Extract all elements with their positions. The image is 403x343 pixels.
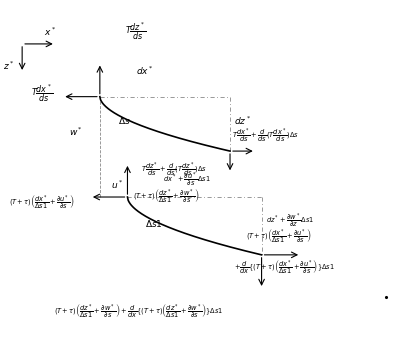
Text: $(T+\tau)\left(\dfrac{dx^*}{\Delta s1}+\dfrac{\partial u^*}{\partial s}\right)$: $(T+\tau)\left(\dfrac{dx^*}{\Delta s1}+\… xyxy=(9,194,75,212)
Text: $T\dfrac{dx^*}{ds}+\dfrac{d}{ds}(T\dfrac{dx^*}{ds})\Delta s$: $T\dfrac{dx^*}{ds}+\dfrac{d}{ds}(T\dfrac… xyxy=(232,127,299,145)
Text: $dx^*$: $dx^*$ xyxy=(136,64,154,77)
Text: $(T+\tau)\left(\dfrac{dx^*}{\Delta s1}+\dfrac{\partial u^*}{\partial s}\right)$: $(T+\tau)\left(\dfrac{dx^*}{\Delta s1}+\… xyxy=(246,228,312,246)
Text: $x^*$: $x^*$ xyxy=(44,25,56,38)
Text: $(T+\tau)\left(\dfrac{dz^*}{\Delta s1}+\dfrac{\partial w^*}{\partial s}\right)$: $(T+\tau)\left(\dfrac{dz^*}{\Delta s1}+\… xyxy=(133,188,199,206)
Text: $dz^*+\dfrac{\partial w^*}{\partial z}\Delta s1$: $dz^*+\dfrac{\partial w^*}{\partial z}\D… xyxy=(266,212,314,230)
Text: $w^*$: $w^*$ xyxy=(69,126,83,138)
Text: $T\dfrac{dx^*}{ds}$: $T\dfrac{dx^*}{ds}$ xyxy=(31,82,53,104)
Text: $u^*$: $u^*$ xyxy=(111,178,124,191)
Text: $T\dfrac{dz^*}{ds}$: $T\dfrac{dz^*}{ds}$ xyxy=(125,20,147,42)
Text: $dz^*$: $dz^*$ xyxy=(234,114,251,127)
Text: $dx^*+\dfrac{\partial u^*}{\partial s}\Delta s1$: $dx^*+\dfrac{\partial u^*}{\partial s}\D… xyxy=(163,171,210,189)
Text: $(T+\tau)\left(\dfrac{dz^*}{\Delta s1}+\dfrac{\partial w^*}{\partial s}\right)+\: $(T+\tau)\left(\dfrac{dz^*}{\Delta s1}+\… xyxy=(54,303,224,321)
Text: $\Delta s1$: $\Delta s1$ xyxy=(145,218,163,229)
Text: $\Delta s$: $\Delta s$ xyxy=(118,115,130,126)
Text: $+\dfrac{d}{dx}\{(T+\tau)\left(\dfrac{dx^*}{\Delta s1}+\dfrac{\partial u^*}{\par: $+\dfrac{d}{dx}\{(T+\tau)\left(\dfrac{dx… xyxy=(234,258,335,277)
Text: $z^*$: $z^*$ xyxy=(3,60,14,72)
Text: $T\dfrac{dz^*}{ds}+\dfrac{d}{ds}(T\dfrac{dz^*}{ds})\Delta s$: $T\dfrac{dz^*}{ds}+\dfrac{d}{ds}(T\dfrac… xyxy=(141,161,207,179)
